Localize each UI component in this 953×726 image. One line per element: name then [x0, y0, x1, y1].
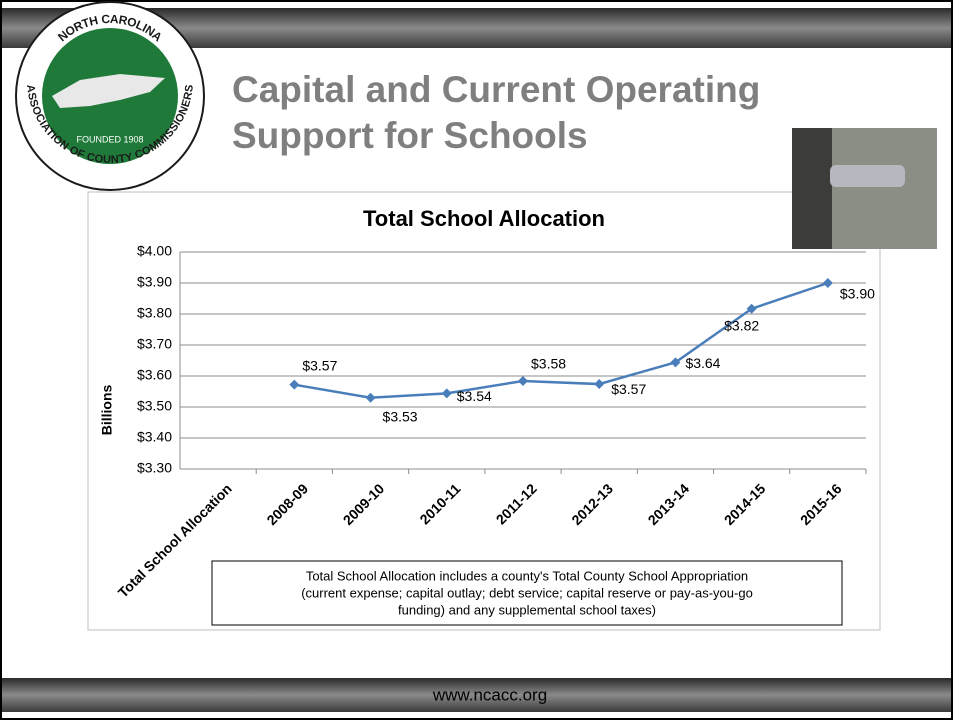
- point-marker: [289, 379, 300, 390]
- logo: NORTH CAROLINA ASSOCIATION OF COUNTY COM…: [15, 1, 205, 191]
- value-label: $3.82: [724, 317, 759, 333]
- y-axis-label: Billions: [99, 385, 115, 436]
- point-marker: [518, 375, 528, 386]
- note-text: (current expense; capital outlay; debt s…: [301, 585, 753, 600]
- point-marker: [365, 392, 376, 403]
- photo-spout: [830, 165, 905, 187]
- y-tick-label: $3.70: [137, 336, 172, 352]
- chart-title: Total School Allocation: [363, 206, 605, 231]
- y-tick-label: $3.40: [137, 429, 172, 445]
- footer-text: www.ncacc.org: [432, 685, 547, 704]
- point-marker: [670, 357, 681, 368]
- value-label: $3.90: [840, 286, 875, 302]
- value-label: $3.64: [685, 355, 720, 371]
- photo: [792, 128, 937, 249]
- y-tick-label: $3.90: [137, 274, 172, 290]
- note-text: funding) and any supplemental school tax…: [398, 602, 656, 617]
- photo-tree: [792, 128, 832, 249]
- value-label: $3.57: [611, 381, 646, 397]
- logo-state: [52, 74, 165, 108]
- slide-title: Support for Schools: [232, 115, 588, 156]
- point-marker: [594, 379, 605, 390]
- logo-founded: FOUNDED 1908: [76, 134, 143, 144]
- value-label: $3.57: [302, 357, 337, 373]
- value-label: $3.53: [383, 408, 418, 424]
- note-box: [211, 560, 843, 626]
- y-tick-label: $3.80: [137, 305, 172, 321]
- y-tick-label: $4.00: [137, 243, 172, 259]
- point-marker: [822, 278, 833, 288]
- value-label: $3.58: [531, 356, 566, 372]
- footer-bar: [2, 678, 951, 712]
- series-line: [294, 281, 829, 399]
- chart-frame: [87, 191, 881, 631]
- point-marker: [441, 388, 452, 399]
- y-tick-label: $3.60: [137, 367, 172, 383]
- point-marker: [746, 303, 757, 314]
- value-label: $3.54: [457, 388, 492, 404]
- note-text: Total School Allocation includes a count…: [306, 568, 748, 583]
- y-tick-label: $3.50: [137, 398, 172, 414]
- y-tick-label: $3.30: [137, 460, 172, 476]
- slide-title: Capital and Current Operating: [232, 69, 760, 110]
